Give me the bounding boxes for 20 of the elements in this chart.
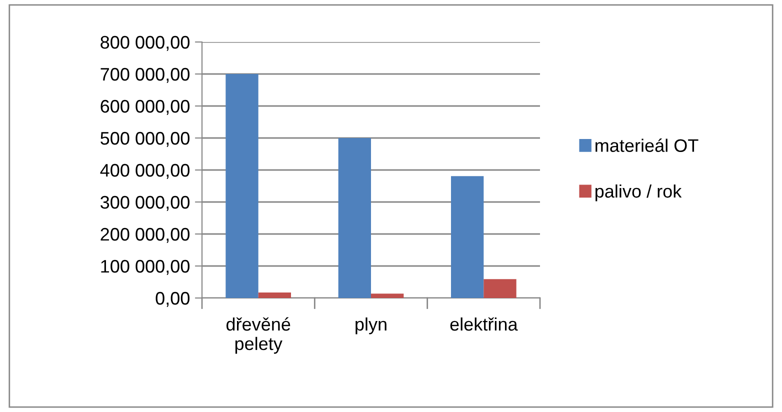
x-tick-label: dřevěné pelety xyxy=(226,317,290,354)
legend-label: palivo / rok xyxy=(596,184,682,202)
y-tick-label: 300 000,00 xyxy=(100,196,190,211)
bar xyxy=(371,294,404,298)
bar xyxy=(484,279,516,298)
bar xyxy=(338,138,371,298)
bar xyxy=(258,292,292,298)
bar xyxy=(450,176,484,298)
legend-label: materieál OT xyxy=(596,138,698,152)
y-tick-label: 200 000,00 xyxy=(100,228,190,243)
y-tick-label: 400 000,00 xyxy=(100,164,190,179)
y-tick-label: 600 000,00 xyxy=(100,100,190,115)
x-tick-label: plyn xyxy=(356,317,386,334)
y-tick-label: 0,00 xyxy=(156,292,190,307)
y-tick-label: 700 000,00 xyxy=(100,68,190,83)
y-tick-label: 800 000,00 xyxy=(100,36,190,51)
y-tick-label: 500 000,00 xyxy=(100,132,190,147)
x-tick-label: elektřina xyxy=(450,317,518,331)
bar xyxy=(226,74,258,298)
y-tick-label: 100 000,00 xyxy=(101,260,190,275)
